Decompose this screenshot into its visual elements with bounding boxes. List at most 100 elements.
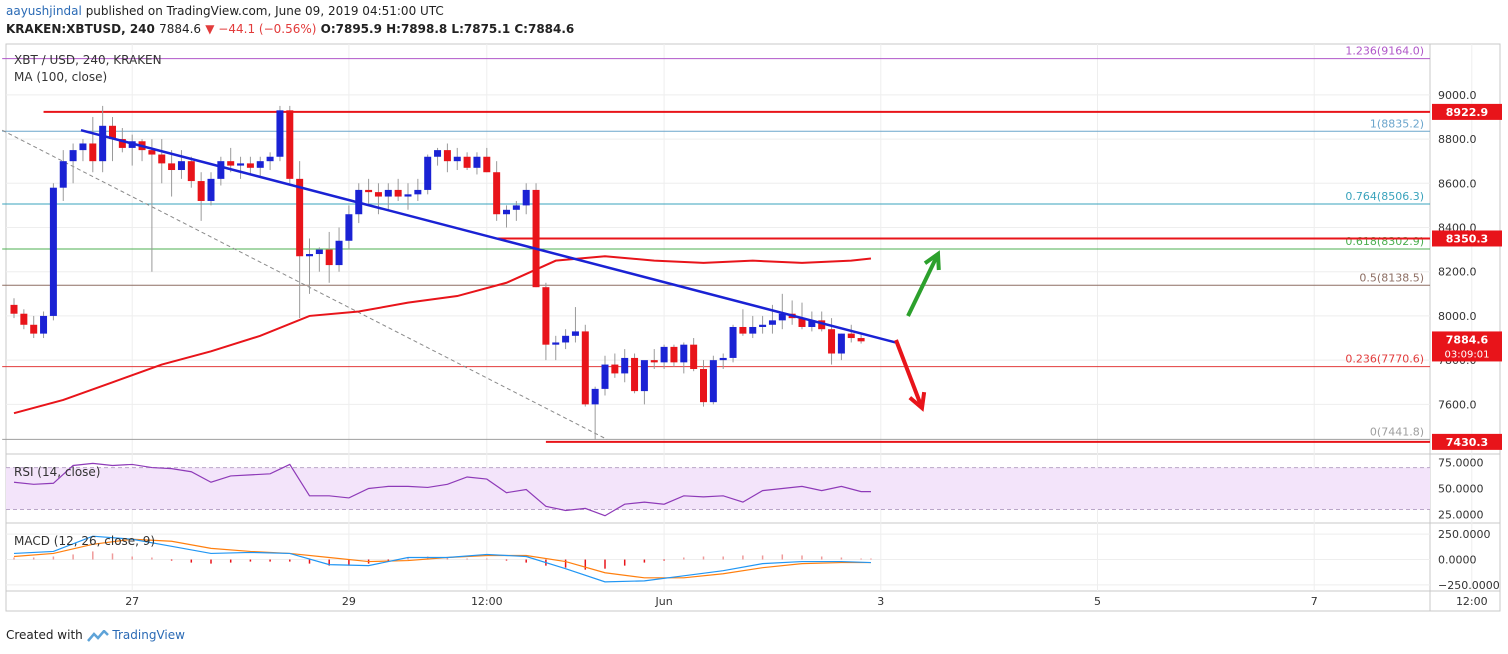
candle-body	[828, 329, 836, 354]
candle-body	[424, 156, 432, 190]
candle-body	[660, 346, 668, 363]
candle-body	[650, 360, 658, 363]
arrow-up-head	[923, 250, 941, 271]
macd-line	[13, 535, 871, 583]
candle-body	[335, 240, 343, 266]
candle-body	[286, 110, 294, 179]
candle-body	[621, 357, 629, 374]
candle-body	[246, 163, 254, 168]
candle-body	[601, 364, 609, 389]
x-tick-label: 29	[342, 595, 356, 608]
candle-body	[69, 150, 77, 162]
rsi-line	[13, 462, 871, 517]
candle-body	[670, 346, 678, 363]
fib-level-label: 1(8835.2)	[1370, 117, 1424, 130]
candle-body	[217, 161, 225, 179]
created-with-text: Created with	[6, 628, 83, 642]
level-price-tag-label: 7430.3	[1446, 436, 1488, 449]
candle-body	[404, 194, 412, 197]
fib-level-label: 0.618(8302.9)	[1345, 235, 1424, 248]
candle-body	[453, 156, 461, 162]
price-pane-title: XBT / USD, 240, KRAKEN	[14, 53, 162, 67]
rsi-pane-title: RSI (14, close)	[14, 465, 100, 479]
arrow-up-shaft	[906, 253, 940, 317]
candle-body	[611, 364, 619, 374]
candle-body	[473, 156, 481, 168]
ohlc-values: O:7895.9 H:7898.8 L:7875.1 C:7884.6	[320, 22, 575, 36]
candle-body	[719, 357, 727, 361]
last-price-tag	[1432, 331, 1502, 362]
candle-body	[798, 318, 806, 327]
macd-pane-title: MACD (12, 26, close, 9)	[14, 534, 155, 548]
price-tick-label: 9000.0	[1438, 89, 1477, 102]
candle-body	[276, 110, 284, 157]
x-tick-label: 7	[1311, 595, 1318, 608]
candle-body	[148, 150, 156, 155]
x-tick-label: 3	[877, 595, 884, 608]
candle-body	[306, 254, 313, 257]
candle-body	[512, 205, 520, 210]
tradingview-logo-icon	[86, 628, 109, 642]
moving-average-line	[13, 255, 872, 415]
candle-body	[552, 342, 560, 345]
rsi-band	[6, 467, 1430, 510]
candle-body	[256, 161, 264, 168]
candle-body	[463, 156, 471, 168]
level-price-tag-label: 8350.3	[1446, 232, 1488, 245]
chart-frame	[5, 43, 1501, 612]
candle-body	[187, 161, 195, 182]
candle-body	[837, 333, 845, 354]
candle-body	[749, 326, 757, 334]
candle-body	[690, 344, 698, 369]
macd-tick-label: 250.0000	[1438, 528, 1491, 541]
candle-body	[168, 163, 176, 171]
publish-line: aayushjindal published on TradingView.co…	[6, 4, 444, 18]
rsi-tick-label: 50.0000	[1438, 483, 1484, 496]
x-tick-label: 27	[125, 595, 139, 608]
candle-body	[847, 333, 855, 339]
symbol-name: KRAKEN:XBTUSD, 240	[6, 22, 155, 36]
candle-body	[325, 249, 333, 266]
fib-level-label: 0.5(8138.5)	[1359, 271, 1424, 284]
candle-body	[493, 172, 501, 215]
candle-body	[522, 189, 530, 206]
arrow-down-shaft	[894, 339, 924, 409]
candle-body	[640, 360, 648, 392]
candle-body	[434, 150, 442, 157]
publisher-username[interactable]: aayushjindal	[6, 4, 82, 18]
publish-info: published on TradingView.com, June 09, 2…	[85, 4, 444, 18]
candle-body	[414, 189, 422, 195]
x-tick-label: 5	[1094, 595, 1101, 608]
candle-body	[315, 249, 323, 255]
level-price-tag	[1432, 433, 1502, 450]
candle-body	[345, 214, 353, 241]
price-tick-label: 8000.0	[1438, 310, 1477, 323]
price-change: ▼ −44.1 (−0.56%)	[205, 22, 317, 36]
candle-body	[109, 125, 116, 140]
candle-body	[759, 324, 767, 327]
level-price-tag-label: 8922.9	[1446, 106, 1488, 119]
candle-body	[177, 161, 185, 171]
candle-body	[768, 320, 776, 325]
tradingview-brand[interactable]: TradingView	[112, 628, 185, 642]
candle-body	[631, 357, 639, 392]
price-tick-label: 8600.0	[1438, 177, 1477, 190]
candle-body	[778, 313, 786, 321]
candle-body	[571, 331, 579, 336]
price-tick-label: 8800.0	[1438, 133, 1477, 146]
footer: Created with TradingView	[6, 628, 185, 642]
candle-body	[365, 189, 373, 193]
candle-body	[709, 360, 717, 403]
candle-body	[818, 320, 826, 330]
candle-body	[700, 368, 707, 403]
candle-body	[99, 125, 107, 162]
fib-level-label: 1.236(9164.0)	[1345, 45, 1424, 58]
candle-body	[503, 209, 510, 215]
level-price-tag	[1432, 230, 1502, 247]
trendline	[80, 129, 896, 344]
candle-body	[59, 161, 67, 188]
rsi-tick-label: 75.0000	[1438, 456, 1484, 469]
x-tick-label: Jun	[655, 595, 673, 608]
rsi-tick-label: 25.0000	[1438, 509, 1484, 522]
